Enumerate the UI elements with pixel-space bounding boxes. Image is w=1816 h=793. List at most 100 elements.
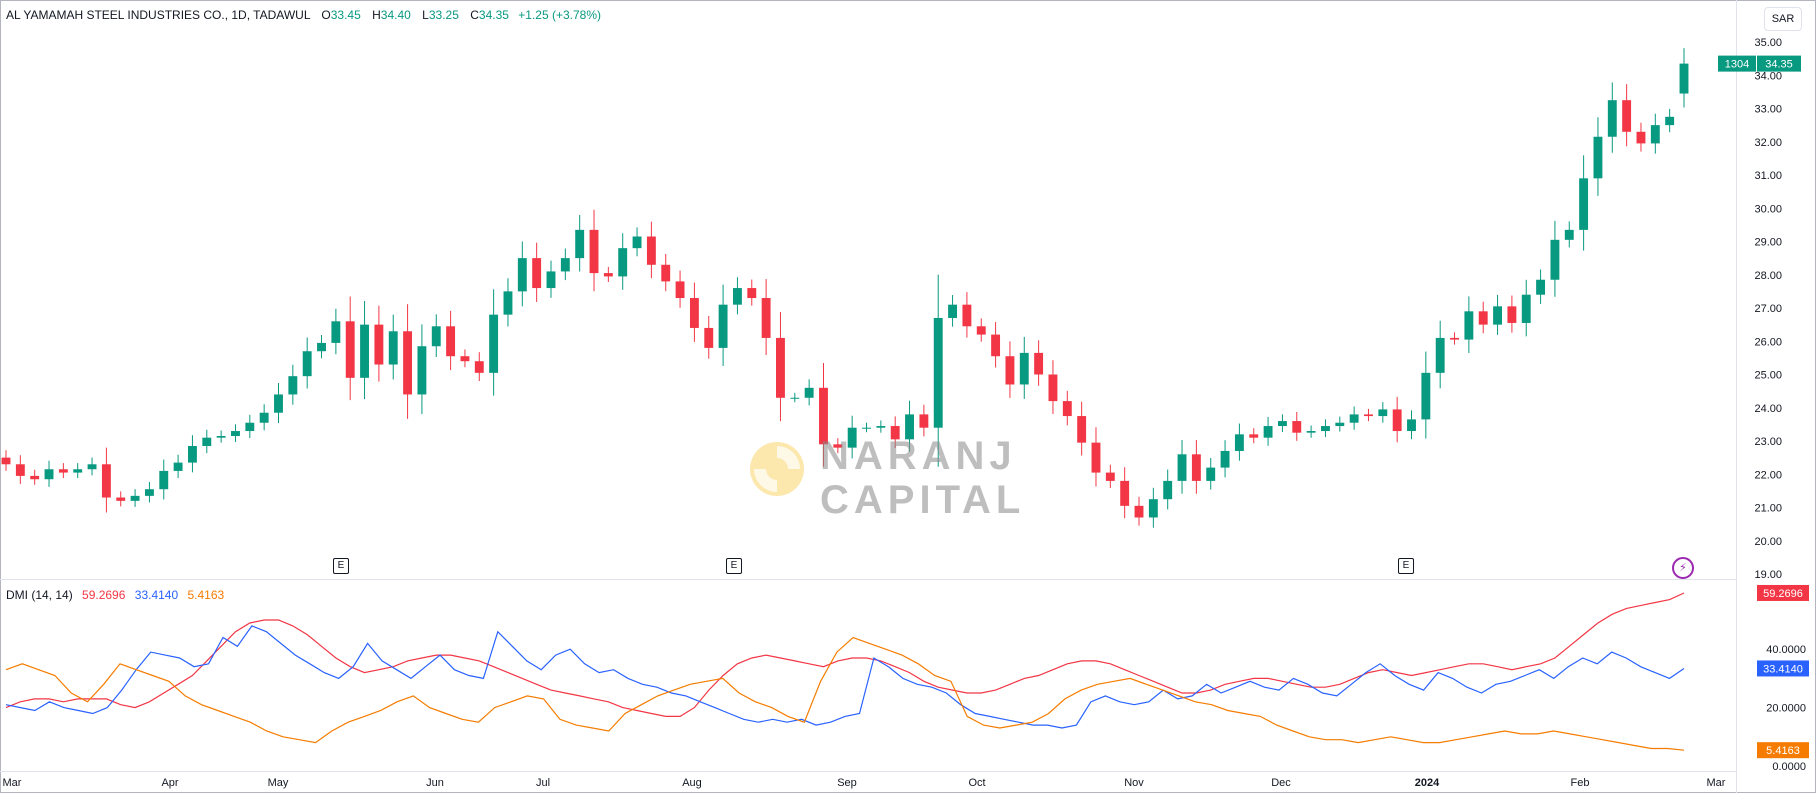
candle — [1292, 411, 1302, 441]
price-tick-label: 22.00 — [1754, 469, 1782, 481]
candle-body — [474, 361, 484, 373]
candle-body — [603, 273, 613, 277]
open-value: 33.45 — [330, 8, 361, 22]
candle-body — [1607, 100, 1617, 137]
price-tick-label: 25.00 — [1754, 370, 1782, 382]
candle-body — [216, 436, 226, 438]
time-tick-label: Jul — [536, 777, 550, 789]
candle — [1163, 469, 1173, 510]
candle-body — [1177, 454, 1187, 481]
candle — [159, 459, 169, 500]
candle — [1034, 340, 1044, 386]
candle — [1277, 414, 1287, 433]
candle-body — [187, 445, 197, 463]
candle — [862, 422, 871, 433]
candle — [1407, 410, 1416, 440]
time-tick-label: Oct — [968, 777, 985, 789]
candle-body — [144, 489, 154, 496]
candle-body — [1407, 419, 1416, 432]
candle-body — [532, 258, 542, 289]
candle — [460, 349, 470, 368]
minus-di-line-tag-label: 5.4163 — [1766, 745, 1800, 757]
candle-body — [331, 321, 341, 343]
candle — [130, 489, 140, 507]
candle — [761, 279, 771, 355]
price-tick-label: 31.00 — [1754, 170, 1782, 182]
price-tick-label: 30.00 — [1754, 203, 1782, 215]
candle-body — [704, 327, 714, 348]
candle — [632, 227, 642, 257]
time-tick-label: Sep — [837, 777, 857, 789]
candle-body — [58, 469, 68, 473]
candle-body — [560, 258, 570, 272]
candle-body — [503, 291, 513, 315]
dmi-lines — [5, 592, 1685, 751]
change-value: +1.25 (+3.78%) — [518, 8, 602, 22]
candle-body — [231, 431, 240, 437]
candle — [689, 282, 699, 342]
candle — [360, 301, 369, 400]
open-label: O — [321, 8, 331, 22]
candle-body — [73, 469, 83, 473]
candle — [1249, 428, 1259, 444]
candle-body — [202, 437, 212, 446]
candle — [302, 337, 312, 389]
candle-body — [360, 324, 369, 378]
lightning-icon[interactable]: ⚡ — [1672, 557, 1694, 579]
candle-body — [30, 475, 40, 480]
price-tick-label: 20.00 — [1754, 536, 1782, 548]
candle — [1536, 269, 1546, 304]
candle-body — [1650, 125, 1660, 144]
candle — [173, 454, 183, 479]
candle — [1019, 336, 1029, 399]
candle — [489, 289, 499, 396]
candle — [661, 253, 671, 292]
candle — [1579, 155, 1589, 251]
candle — [15, 455, 25, 485]
high-label: H — [372, 8, 381, 22]
naranj-logo-icon — [750, 442, 804, 496]
candle-body — [862, 427, 871, 429]
candle-body — [1263, 426, 1273, 438]
candle — [58, 463, 68, 479]
price-tick-label: 34.00 — [1754, 70, 1782, 82]
candle — [919, 404, 929, 437]
candle-body — [890, 426, 900, 440]
time-tick-label: May — [268, 777, 289, 789]
candle — [847, 415, 857, 459]
earnings-marker[interactable]: E — [1398, 558, 1414, 574]
candle — [101, 447, 111, 513]
price-tick-label: 19.00 — [1754, 569, 1782, 581]
candle-body — [1249, 434, 1259, 438]
candle — [732, 277, 742, 315]
indicator-legend[interactable]: DMI (14, 14) 59.2696 33.4140 5.4163 — [6, 588, 224, 602]
candle — [1220, 440, 1230, 478]
adx-line — [5, 592, 1685, 718]
candle — [790, 392, 800, 403]
candle-body — [446, 326, 456, 357]
candle — [144, 481, 154, 503]
candle-body — [1564, 229, 1574, 240]
candle — [73, 463, 83, 479]
adx-line-tag-label: 59.2696 — [1763, 588, 1803, 600]
earnings-marker[interactable]: E — [726, 558, 742, 574]
candle-body — [1091, 442, 1101, 473]
candle — [589, 209, 599, 292]
candle-body — [962, 304, 972, 327]
candle — [618, 233, 628, 290]
candle — [962, 292, 972, 338]
candle — [876, 420, 886, 433]
ticker-tag-bg — [1718, 55, 1756, 72]
high-value: 34.40 — [380, 8, 411, 22]
currency-button[interactable]: SAR — [1764, 7, 1802, 31]
candle-body — [833, 444, 843, 448]
candle — [1521, 279, 1531, 337]
candle — [1378, 402, 1388, 423]
earnings-marker[interactable]: E — [333, 558, 349, 574]
candle — [890, 416, 900, 449]
candle-body — [259, 412, 269, 423]
candle — [1392, 396, 1402, 443]
candle-body — [1536, 279, 1546, 295]
